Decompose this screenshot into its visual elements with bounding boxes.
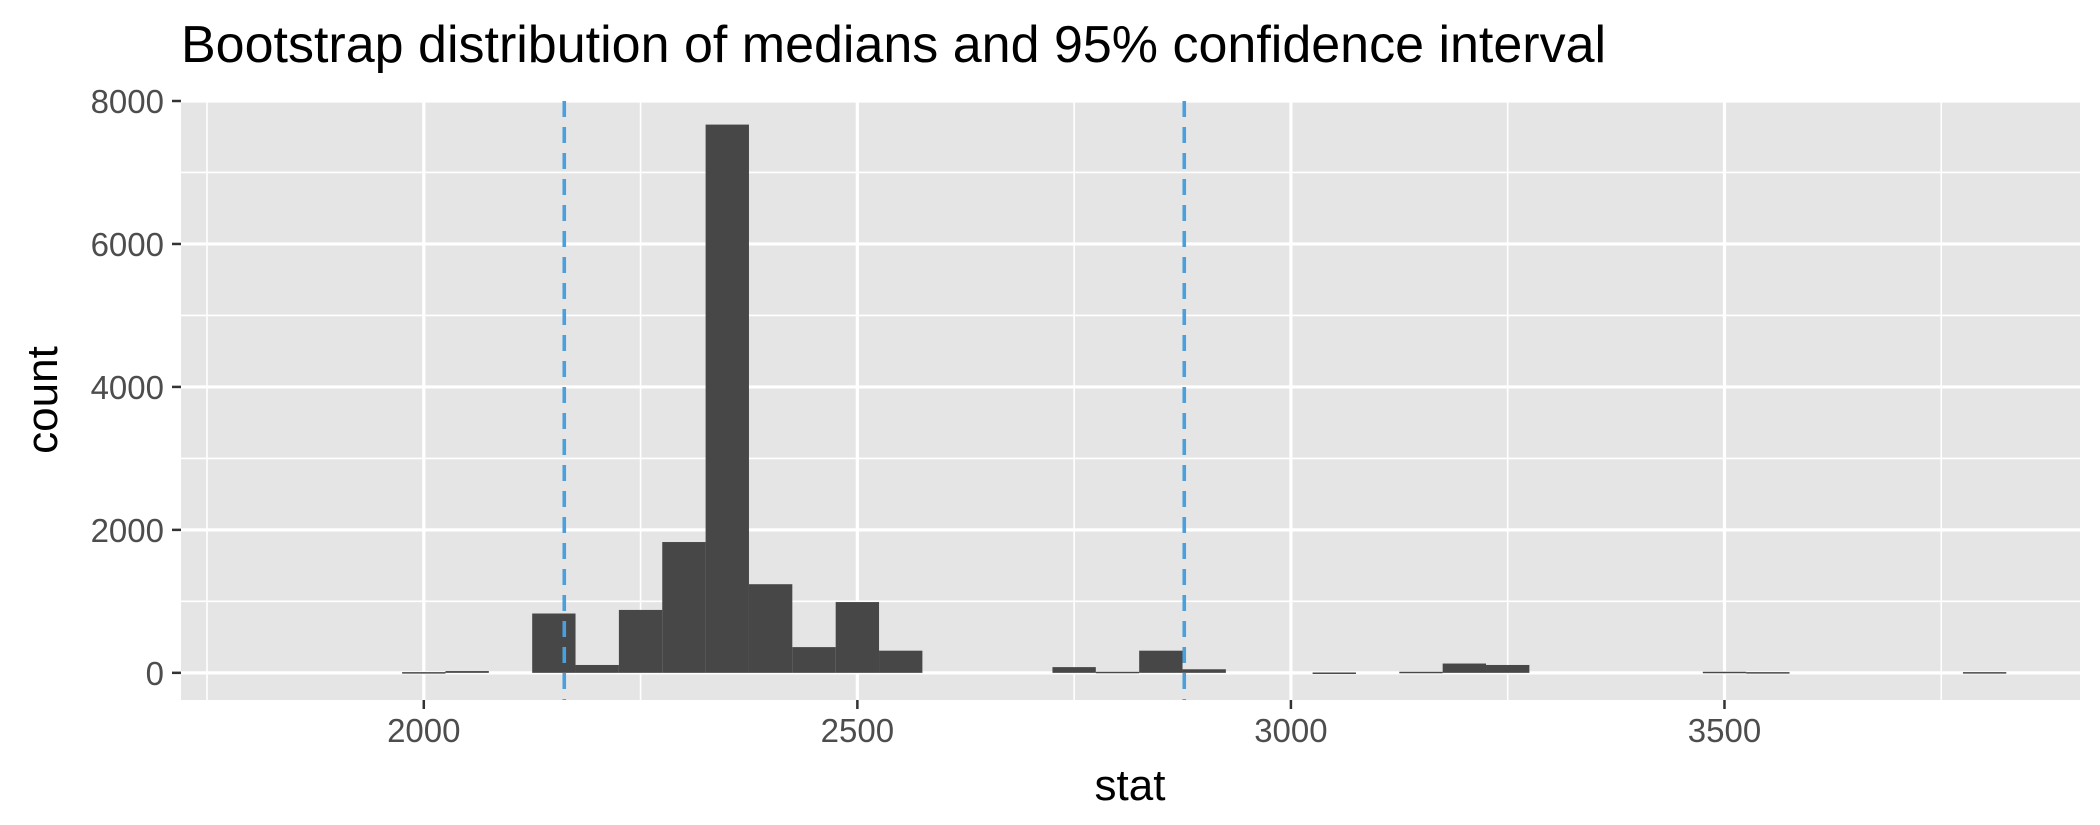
histogram-bar [1182, 669, 1226, 673]
histogram-bar [792, 647, 836, 673]
histogram-bars [402, 124, 2007, 674]
x-tick-label: 2500 [821, 712, 894, 749]
histogram-bar [1486, 664, 1530, 673]
x-tick-label: 2000 [387, 712, 460, 749]
y-axis: 0 2000 4000 6000 8000 [91, 83, 181, 692]
chart-title: Bootstrap distribution of medians and 95… [181, 16, 1606, 74]
x-tick-label: 3000 [1254, 712, 1327, 749]
histogram-bar [1399, 671, 1443, 674]
histogram-bar [575, 664, 619, 673]
histogram-bar [662, 542, 706, 673]
x-axis-title: stat [1095, 761, 1166, 810]
histogram-bar [835, 602, 880, 673]
histogram-bar [1095, 671, 1140, 674]
histogram-bar [445, 671, 489, 673]
histogram-bar [1312, 672, 1356, 674]
plot-panel [181, 101, 2080, 700]
minor-gridlines [181, 101, 2080, 700]
histogram-bar [1746, 672, 1790, 674]
x-tick-label: 3500 [1688, 712, 1761, 749]
y-tick-label: 8000 [91, 83, 164, 120]
confidence-interval-lines [562, 101, 1187, 700]
histogram-bar [402, 672, 446, 674]
x-axis: 2000 2500 3000 3500 [387, 700, 1761, 749]
histogram-bar [1962, 672, 2007, 674]
y-tick-label: 4000 [91, 369, 164, 406]
histogram-bar [1442, 663, 1487, 673]
histogram-bar [618, 609, 663, 673]
y-tick-label: 6000 [91, 226, 164, 263]
y-tick-label: 2000 [91, 512, 164, 549]
histogram-bar [1139, 650, 1183, 673]
histogram-bar [705, 124, 749, 673]
histogram-bar [748, 584, 793, 673]
histogram-bar [1702, 671, 1747, 674]
y-axis-title: count [18, 346, 67, 454]
y-tick-label: 0 [146, 655, 164, 692]
histogram-bar [532, 613, 576, 673]
histogram-bar [1052, 667, 1096, 673]
histogram-bar [879, 650, 923, 673]
